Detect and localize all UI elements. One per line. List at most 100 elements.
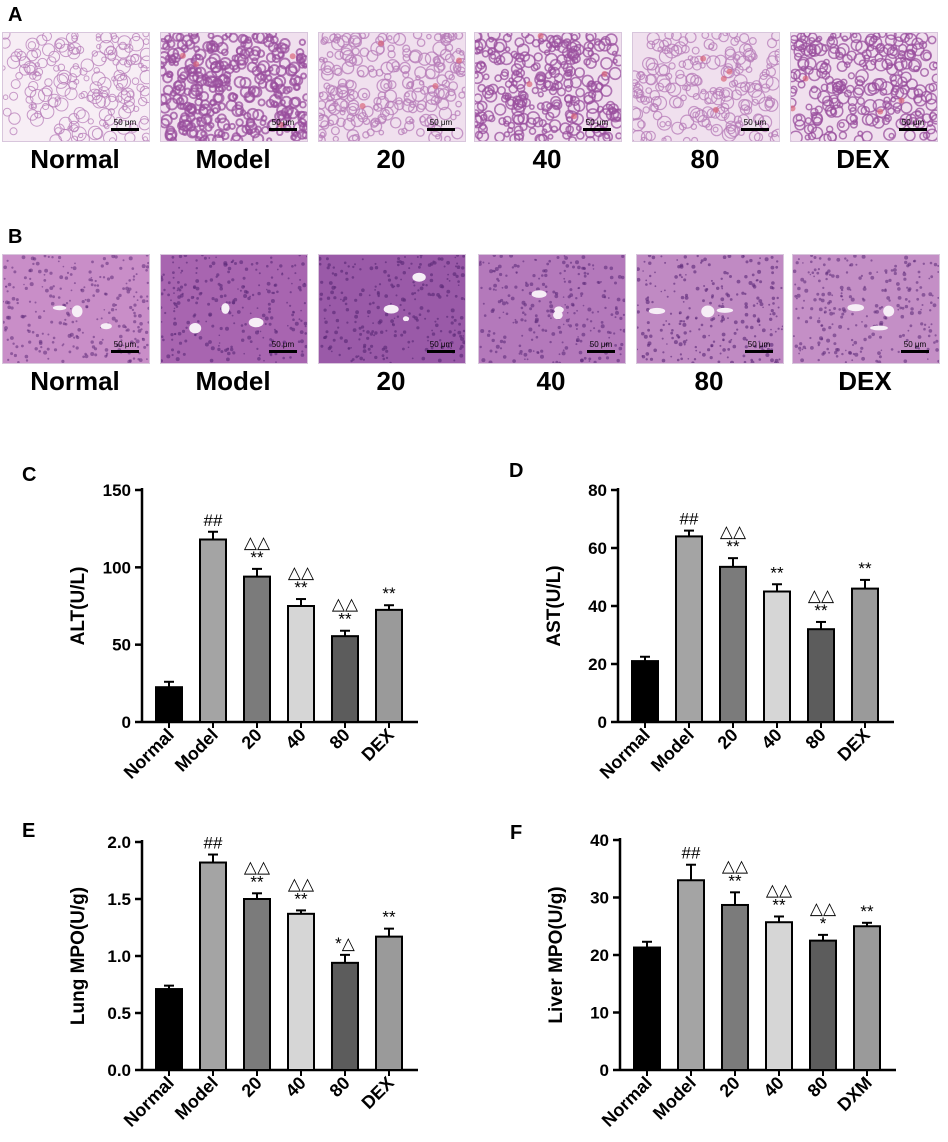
significance-label: △△ * <box>810 899 837 933</box>
significance-line: *△ <box>335 934 356 953</box>
scale-bar: 50 μm <box>269 118 297 131</box>
scale-bar: 50 μm <box>899 118 927 131</box>
histology-image: 50 μm <box>792 254 940 364</box>
bar <box>199 861 227 1071</box>
histology-caption: Normal <box>30 366 120 396</box>
histology-image: 50 μm <box>2 254 150 364</box>
x-tick-label: Model <box>647 725 698 776</box>
scale-bar: 50 μm <box>269 340 297 353</box>
bar <box>675 535 703 724</box>
significance-line: ** <box>338 610 352 629</box>
y-tick-label: 50 <box>112 636 131 655</box>
bar <box>287 912 315 1071</box>
significance-line: △△ <box>288 874 315 893</box>
y-tick-label: 100 <box>103 558 131 577</box>
significance-line: ** <box>382 584 396 603</box>
x-tick-label: DEX <box>834 725 874 765</box>
x-tick-label: 20 <box>714 725 742 753</box>
histology-image: 50 μm <box>160 254 308 364</box>
bar <box>721 903 749 1071</box>
x-tick-label: 40 <box>282 725 310 753</box>
x-tick-label: DEX <box>358 725 398 765</box>
significance-label: △△ ** <box>808 586 835 620</box>
y-tick-label: 20 <box>590 946 609 965</box>
y-tick-label: 20 <box>588 655 607 674</box>
panel-label-a: A <box>8 4 23 26</box>
scale-bar: 50 μm <box>427 340 455 353</box>
significance-label: △△ ** <box>720 522 747 556</box>
significance-line: ## <box>204 834 223 853</box>
histology-caption: 40 <box>532 144 562 174</box>
x-tick-label: 80 <box>802 725 830 753</box>
significance-line: ** <box>728 871 742 890</box>
x-tick-label: Model <box>171 725 222 776</box>
bar <box>633 946 661 1071</box>
bar <box>375 935 403 1072</box>
histology-image: 50 μm <box>790 32 938 142</box>
x-tick-label: 80 <box>326 1073 354 1101</box>
significance-label: *△ <box>335 934 356 953</box>
chart-lung-mpo: 0.0 0.5 1.0 1.5 2.0 Lung MPO(U/g) Normal ## Mode… <box>68 833 418 1131</box>
significance-label: △△ ** <box>288 874 315 908</box>
significance-line: ** <box>814 601 828 620</box>
significance-label: ** <box>858 559 872 578</box>
bar <box>243 575 271 724</box>
bar <box>287 605 315 723</box>
y-tick-label: 0.0 <box>107 1061 131 1080</box>
bar <box>155 686 183 723</box>
y-tick-label: 0 <box>600 1061 609 1080</box>
y-tick-label: 0.5 <box>107 1004 131 1023</box>
y-tick-label: 10 <box>590 1004 609 1023</box>
panel-label-e: E <box>22 820 36 842</box>
panel-label-b: B <box>8 226 23 248</box>
y-axis-label: AST(U/L) <box>544 565 565 646</box>
y-tick-label: 1.0 <box>107 947 131 966</box>
x-tick-label: 40 <box>760 1073 788 1101</box>
y-axis-label: ALT(U/L) <box>68 567 89 646</box>
significance-line: ** <box>294 889 308 908</box>
significance-line: △△ <box>244 533 271 552</box>
x-tick-label: Normal <box>598 1073 656 1131</box>
x-tick-label: Normal <box>120 725 178 783</box>
y-tick-label: 40 <box>588 597 607 616</box>
y-tick-label: 80 <box>588 481 607 500</box>
y-axis-label: Lung MPO(U/g) <box>68 887 89 1025</box>
bar <box>719 565 747 723</box>
y-tick-label: 0 <box>598 713 607 732</box>
significance-line: △△ <box>810 899 837 918</box>
bar <box>631 660 659 724</box>
y-tick-label: 2.0 <box>107 833 131 852</box>
significance-label: ## <box>204 511 223 530</box>
panel-label-c: C <box>22 464 37 486</box>
histology-image: 50 μm <box>160 32 308 142</box>
scale-bar: 50 μm <box>111 340 139 353</box>
significance-label: ** <box>382 584 396 603</box>
histology-image: 50 μm <box>636 254 784 364</box>
significance-line: ** <box>772 895 786 914</box>
significance-line: △△ <box>722 856 749 875</box>
significance-label: △△ ** <box>288 563 315 597</box>
bar <box>331 961 359 1071</box>
x-tick-label: 80 <box>326 725 354 753</box>
x-tick-label: DEX <box>358 1073 398 1113</box>
histology-caption: Model <box>195 144 271 174</box>
significance-line: ## <box>204 511 223 530</box>
significance-label: ## <box>682 844 701 863</box>
significance-line: * <box>820 914 827 933</box>
histology-image: 50 μm <box>632 32 780 142</box>
histology-caption: 80 <box>690 144 720 174</box>
histology-caption: DEX <box>836 144 890 174</box>
bar <box>765 921 793 1071</box>
bar <box>331 635 359 723</box>
bar <box>677 879 705 1071</box>
significance-line: ** <box>250 872 264 891</box>
bar <box>853 925 881 1071</box>
significance-label: ** <box>860 902 874 921</box>
significance-line: △△ <box>766 880 793 899</box>
y-tick-label: 30 <box>590 889 609 908</box>
scale-bar: 50 μm <box>741 118 769 131</box>
y-tick-label: 40 <box>590 831 609 850</box>
x-tick-label: 40 <box>758 725 786 753</box>
significance-line: ** <box>382 908 396 927</box>
